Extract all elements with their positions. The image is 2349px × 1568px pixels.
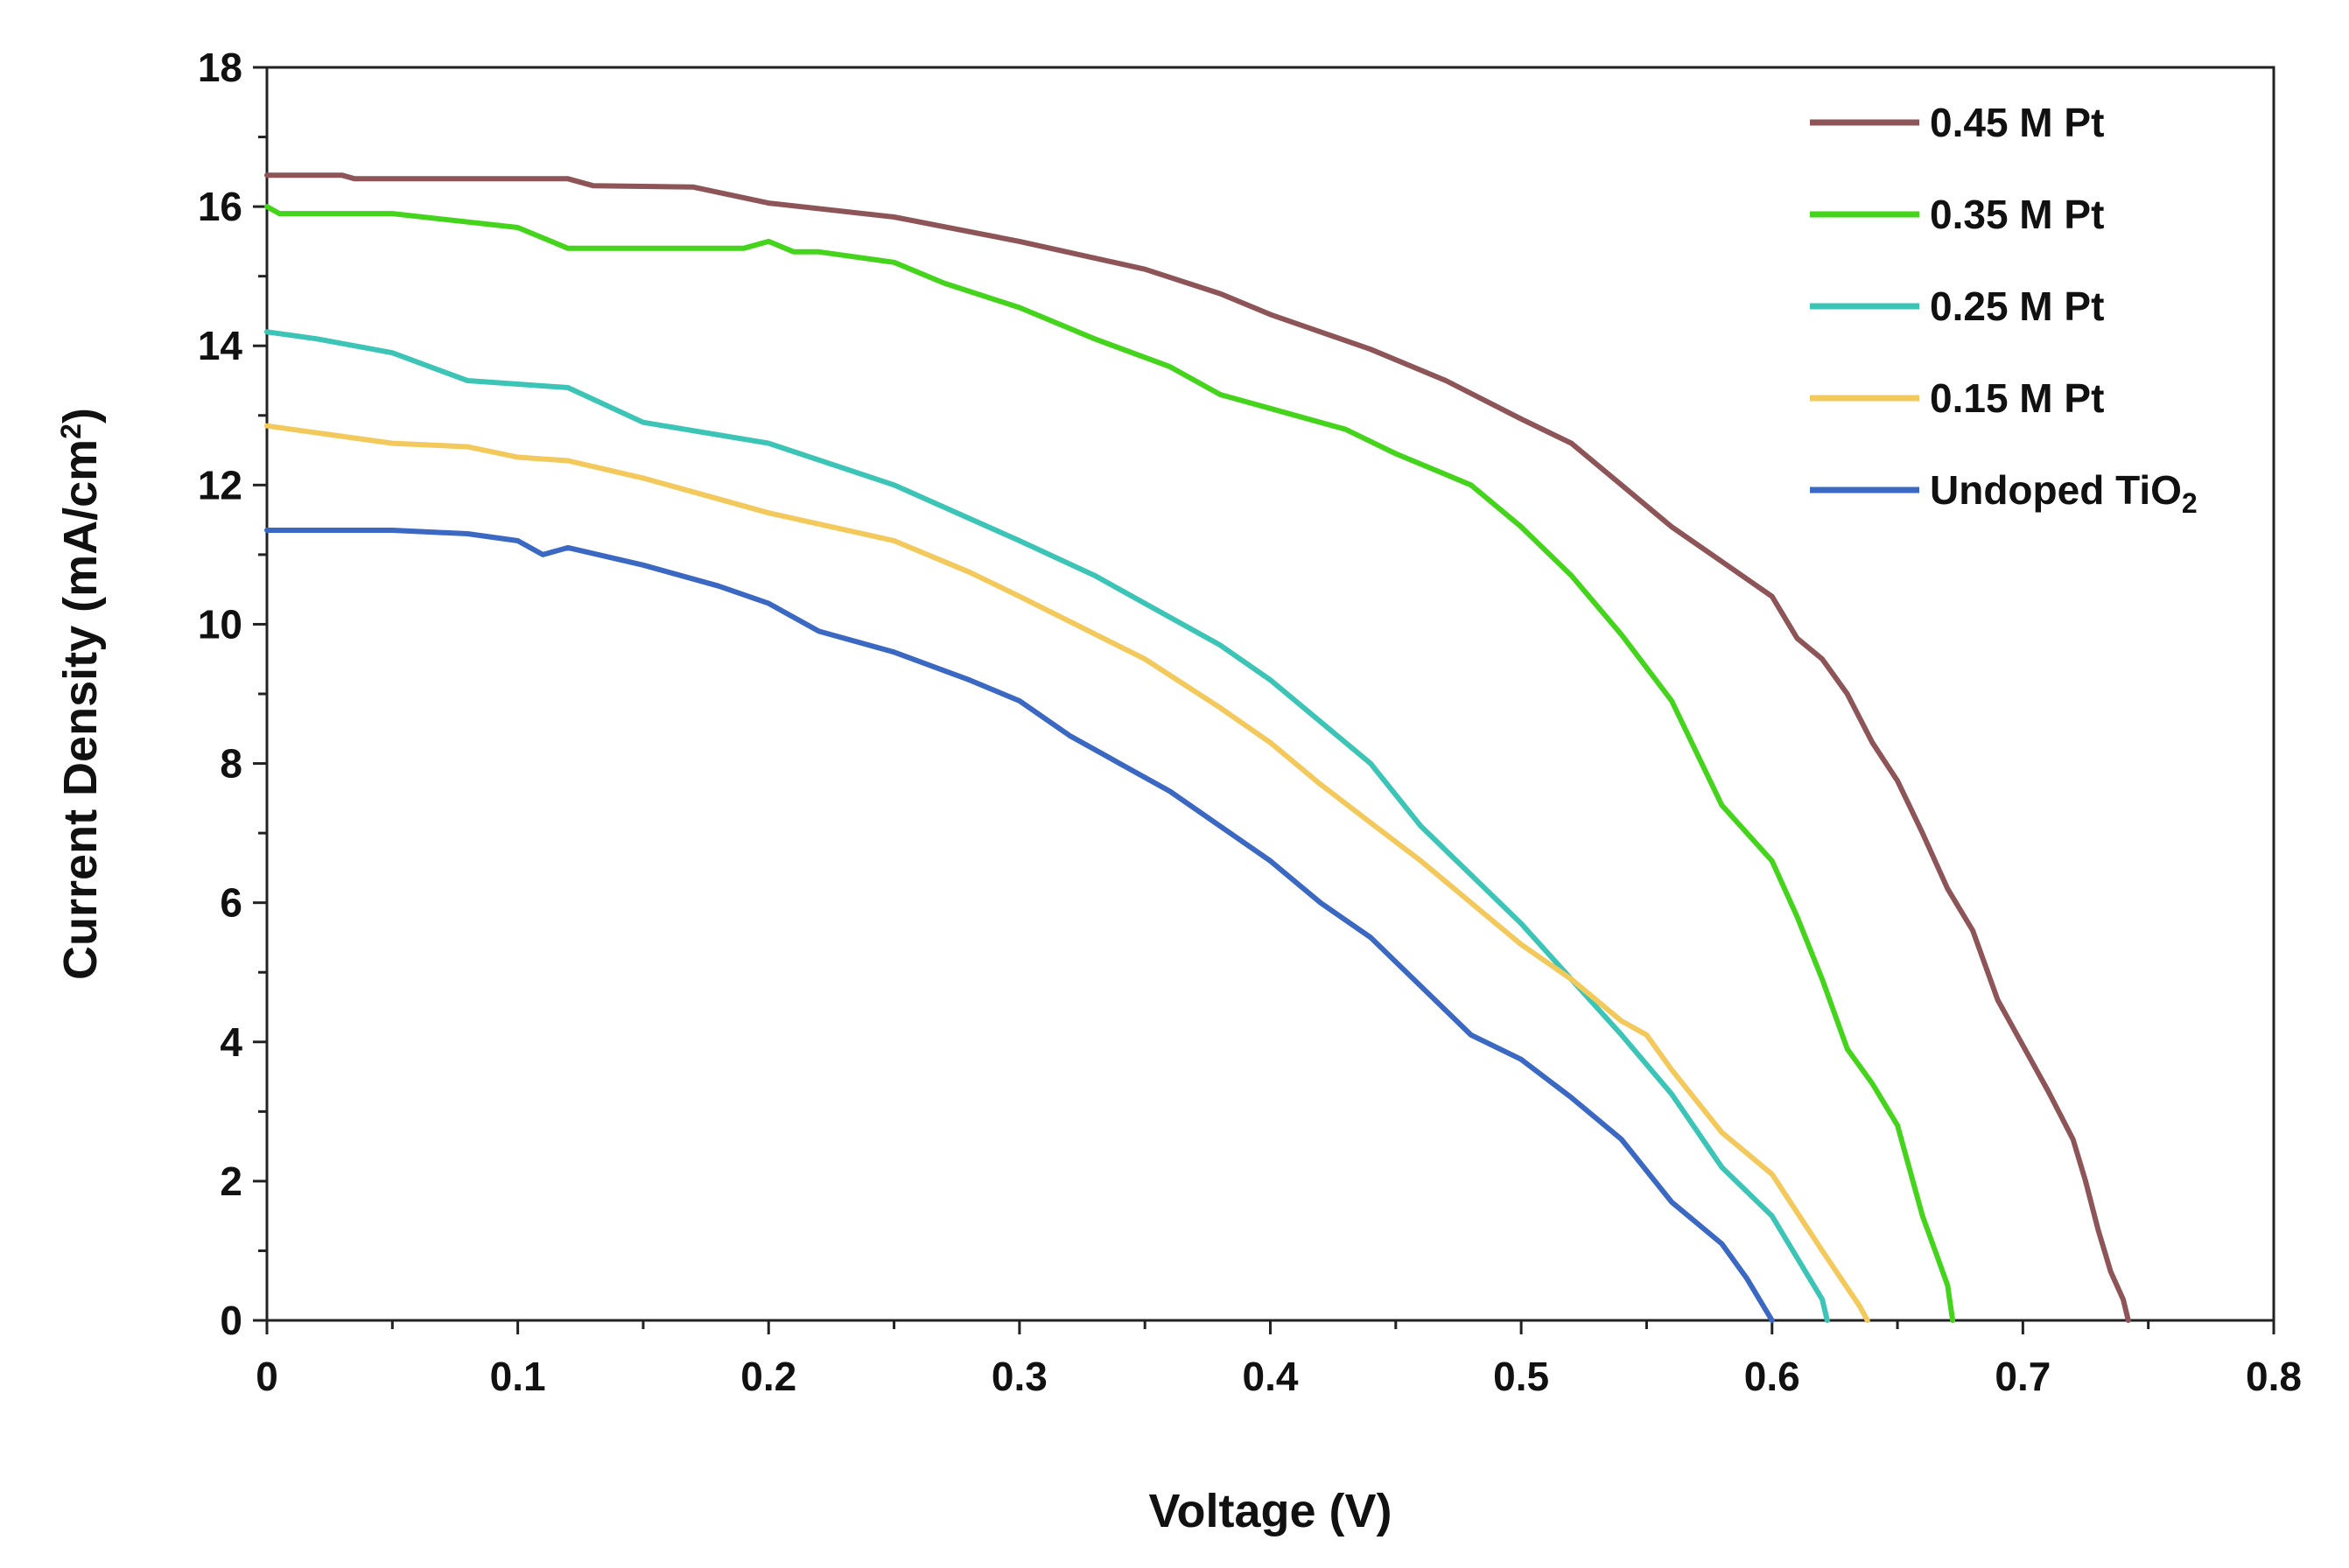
series-line-2 [264, 329, 1830, 1323]
x-axis-title: Voltage (V) [1148, 1485, 1392, 1537]
legend-label-subscript: 2 [2182, 487, 2198, 519]
series-line-3 [264, 423, 1870, 1323]
y-tick-label: 2 [220, 1158, 242, 1204]
legend: 0.45 M Pt 0.35 M Pt 0.25 M Pt 0.15 M Pt Undo… [1810, 100, 2198, 519]
y-axis-title: Current Density (mA/cm2) [54, 408, 107, 980]
legend-label-text: 0.35 M Pt [1930, 192, 2104, 237]
x-tick-label: 0.8 [2246, 1354, 2302, 1399]
legend-label: 0.25 M Pt [1930, 284, 2104, 329]
y-tick-label: 18 [198, 45, 242, 90]
y-tick-label: 14 [198, 323, 243, 368]
legend-label-text: Undoped TiO [1930, 467, 2182, 513]
x-tick-label: 0.6 [1744, 1354, 1800, 1399]
legend-label-text: 0.25 M Pt [1930, 284, 2104, 329]
y-axis-title-superscript: 2 [55, 424, 87, 439]
series-line-4 [264, 528, 1775, 1323]
x-tick-label: 0.5 [1493, 1354, 1549, 1399]
y-tick-label: 0 [220, 1298, 242, 1343]
legend-label: 0.35 M Pt [1930, 192, 2104, 237]
y-axis-title-close: ) [54, 408, 107, 424]
legend-label-text: 0.15 M Pt [1930, 375, 2104, 421]
y-tick-label: 10 [198, 601, 242, 647]
series-line-1 [264, 204, 1956, 1323]
legend-label-text: 0.45 M Pt [1930, 100, 2104, 145]
y-axis-ticks: 0 2 4 6 8 10 12 14 16 18 [198, 45, 267, 1343]
x-tick-label: 0 [256, 1354, 278, 1399]
y-tick-label: 4 [220, 1019, 242, 1065]
series-line-0 [264, 172, 2131, 1323]
legend-label: 0.45 M Pt [1930, 100, 2104, 145]
x-tick-label: 0.4 [1243, 1354, 1299, 1399]
y-tick-label: 8 [220, 741, 242, 787]
y-axis-title-main: Current Density (mA/cm [54, 439, 107, 980]
x-tick-label: 0.1 [490, 1354, 546, 1399]
x-tick-label: 0.7 [1995, 1354, 2051, 1399]
x-tick-label: 0.2 [740, 1354, 796, 1399]
x-tick-label: 0.3 [992, 1354, 1048, 1399]
series-layer [264, 172, 2131, 1323]
y-tick-label: 6 [220, 880, 242, 926]
x-axis-ticks: 0 0.1 0.2 0.3 0.4 0.5 0.6 0.7 0.8 [256, 1320, 2302, 1399]
legend-label: 0.15 M Pt [1930, 375, 2104, 421]
legend-label: Undoped TiO2 [1930, 467, 2198, 519]
y-tick-label: 12 [198, 462, 242, 508]
y-tick-label: 16 [198, 184, 242, 229]
